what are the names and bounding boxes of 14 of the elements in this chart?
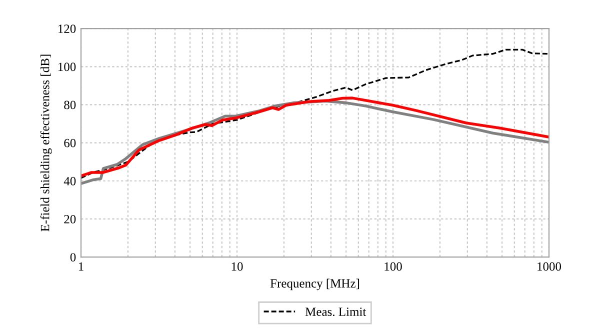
y-tick-label: 120 — [58, 24, 76, 34]
legend-label: Meas. Limit — [305, 308, 366, 316]
y-tick-label: 80 — [64, 100, 76, 110]
x-tick-label: 1000 — [538, 262, 562, 271]
y-axis-title: E-field shielding effectiveness [dB] — [40, 54, 52, 232]
x-tick-label: 10 — [232, 262, 243, 271]
y-tick-label: 40 — [64, 176, 76, 186]
y-tick-label: 60 — [64, 138, 76, 148]
y-tick-label: 20 — [64, 214, 76, 224]
y-tick-label: 0 — [70, 253, 76, 262]
x-tick-label: 100 — [384, 262, 402, 271]
y-tick-label: 100 — [58, 62, 76, 72]
x-tick-label: 1 — [78, 262, 84, 271]
x-axis-title: Frequency [MHz] — [270, 278, 360, 290]
